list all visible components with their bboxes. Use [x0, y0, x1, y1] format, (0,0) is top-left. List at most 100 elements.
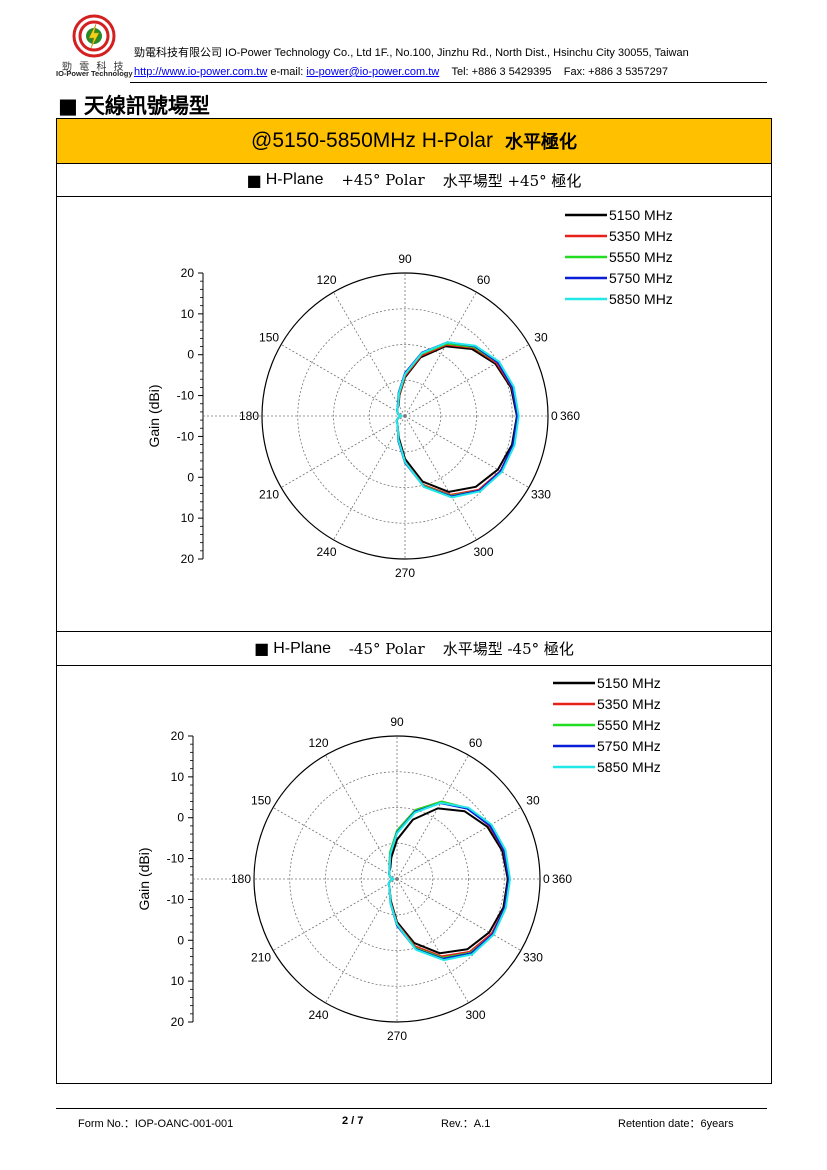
angle-tick-label: 90	[390, 715, 404, 729]
radial-tick-label: 10	[181, 511, 195, 525]
angle-tick-label: 60	[477, 273, 491, 287]
chart-header-2: ■ H-Plane -45° Polar 水平場型 -45° 極化	[57, 631, 771, 666]
legend-label: 5750 MHz	[597, 738, 661, 754]
radial-tick-label: -10	[177, 429, 195, 443]
website-link[interactable]: http://www.io-power.com.tw	[134, 66, 268, 78]
radial-tick-label: 20	[181, 552, 195, 566]
grid-ring	[289, 771, 505, 987]
angle-tick-label: 210	[259, 488, 279, 502]
angle-tick-label: 270	[387, 1029, 407, 1043]
fax-text: Fax: +886 3 5357297	[563, 66, 669, 78]
grid-spoke	[333, 291, 406, 417]
page-footer: Form No.：IOP-OANC-001-001 2 / 7 Rev.：A.1…	[56, 1108, 767, 1130]
legend-label: 5350 MHz	[597, 696, 661, 712]
angle-tick-label: 150	[251, 794, 271, 808]
section-title-text: 天線訊號場型	[83, 93, 210, 118]
grid-spoke	[325, 754, 398, 880]
header-divider	[130, 82, 767, 83]
angle-tick-label: 330	[531, 488, 551, 502]
angle-tick-label: 330	[523, 951, 543, 965]
revision: Rev.：A.1	[441, 1118, 491, 1130]
angle-tick-label: 270	[395, 566, 415, 580]
polar-chart-1-svg: 0 30 60 90 120 150 180 210 240 270 300 330 360 20 10 0 -…	[146, 207, 673, 580]
angle-tick-label: 210	[251, 951, 271, 965]
angle-tick-label: 180	[239, 409, 259, 423]
y-axis-label: Gain (dBi)	[146, 384, 162, 447]
radial-tick-label: 0	[187, 470, 194, 484]
legend-label: 5150 MHz	[609, 207, 673, 223]
legend-label: 5550 MHz	[609, 249, 673, 265]
radial-tick-label: -10	[177, 389, 195, 403]
grid-ring	[297, 308, 513, 524]
angle-tick-label: 30	[534, 331, 548, 345]
tel-text: Tel: +886 3 5429395	[451, 66, 552, 78]
square-bullet-icon: ■	[254, 639, 270, 658]
chart-polar-label: +45° Polar	[341, 171, 425, 189]
grid-ring	[333, 344, 477, 488]
grid-spoke	[396, 878, 469, 1004]
angle-tick-label: 300	[465, 1008, 485, 1022]
legend-label: 5150 MHz	[597, 675, 661, 691]
section-title: ■ 天線訊號場型	[58, 90, 210, 120]
grid-spoke	[280, 415, 406, 488]
square-bullet-icon: ■	[58, 94, 78, 118]
page-number: 2 / 7	[342, 1115, 364, 1127]
chart-plane-label: H-Plane	[265, 171, 324, 188]
email-label: e-mail:	[270, 66, 304, 78]
radial-tick-label: 0	[177, 811, 184, 825]
logo-english-name: IO-Power Technology	[56, 69, 133, 78]
radial-tick-label: 20	[181, 266, 195, 280]
angle-tick-label: 0	[551, 409, 558, 423]
radial-tick-label: 10	[171, 974, 185, 988]
band-header: @5150-5850MHz H-Polar 水平極化	[57, 119, 771, 164]
radial-tick-label: 10	[171, 770, 185, 784]
legend-label: 5350 MHz	[609, 228, 673, 244]
logo-emblem-icon	[72, 14, 116, 58]
angle-tick-label: 30	[526, 794, 540, 808]
series-line-5850-mhz	[395, 341, 520, 499]
grid-ring	[325, 807, 469, 951]
radial-tick-label: -10	[167, 852, 185, 866]
band-title: @5150-5850MHz H-Polar	[251, 129, 493, 152]
y-axis-label: Gain (dBi)	[136, 847, 152, 910]
radial-tick-label: 10	[181, 307, 195, 321]
angle-tick-label: 120	[316, 273, 336, 287]
radial-tick-label: 20	[171, 729, 185, 743]
radial-tick-label: 0	[187, 348, 194, 362]
angle-tick-label: 120	[308, 736, 328, 750]
company-address: 勁電科技有限公司 IO-Power Technology Co., Ltd 1F…	[134, 47, 689, 59]
legend-label: 5750 MHz	[609, 270, 673, 286]
contact-line: http://www.io-power.com.tw e-mail: io-po…	[134, 66, 668, 78]
page-header: 勁 電 科 技 IO-Power Technology 勁電科技有限公司 IO-…	[56, 14, 772, 80]
chart-desc-label: 水平場型 +45° 極化	[442, 171, 582, 190]
square-bullet-icon: ■	[246, 170, 262, 190]
angle-tick-label: 60	[469, 736, 483, 750]
polar-chart-2: 0 30 60 90 120 150 180 210 240 270 300 330 360 20 10 0-…	[57, 666, 771, 1083]
pattern-table: @5150-5850MHz H-Polar 水平極化 ■ H-Plane +45…	[56, 118, 772, 1084]
legend-label: 5550 MHz	[597, 717, 661, 733]
angle-tick-label: 360	[552, 872, 572, 886]
chart-header-1: ■ H-Plane +45° Polar 水平場型 +45° 極化	[57, 164, 771, 197]
retention-date: Retention date：6years	[618, 1118, 734, 1130]
band-title-zh: 水平極化	[504, 132, 577, 153]
chart-plane-label: H-Plane	[273, 639, 332, 657]
company-logo: 勁 電 科 技 IO-Power Technology	[56, 14, 133, 80]
angle-tick-label: 300	[473, 545, 493, 559]
angle-tick-label: 150	[259, 331, 279, 345]
logo-chinese-name: 勁 電 科 技	[62, 62, 126, 73]
polar-chart-2-svg: 030609012015018021024027030033036020100-…	[136, 675, 661, 1043]
grid-spoke	[404, 415, 477, 541]
angle-tick-label: 240	[316, 545, 336, 559]
polar-chart-1: 0 30 60 90 120 150 180 210 240 270 300 330 360 20 10 0 -…	[57, 197, 771, 630]
legend-label: 5850 MHz	[597, 759, 661, 775]
angle-tick-label: 0	[543, 872, 550, 886]
radial-tick-label: 20	[171, 1015, 185, 1029]
angle-tick-label: 360	[560, 409, 580, 423]
series-line-5150-mhz	[387, 807, 509, 955]
grid-spoke	[272, 878, 398, 951]
radial-tick-label: 0	[177, 933, 184, 947]
form-number: Form No.：IOP-OANC-001-001	[78, 1118, 234, 1130]
chart-desc-label: 水平場型 -45° 極化	[442, 640, 574, 658]
legend-label: 5850 MHz	[609, 291, 673, 307]
email-link[interactable]: io-power@io-power.com.tw	[306, 66, 440, 78]
